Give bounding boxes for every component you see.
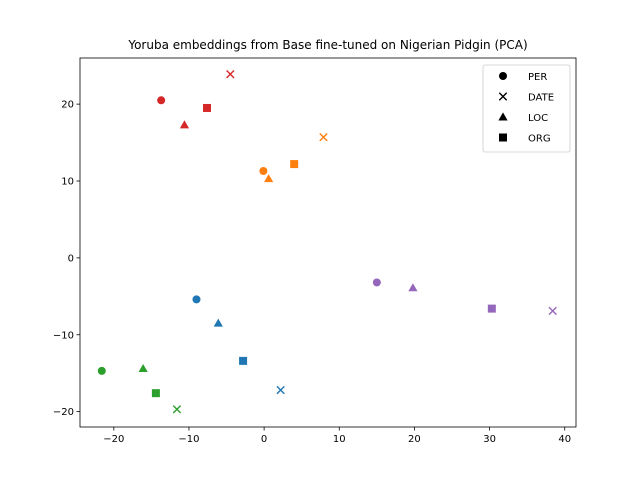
data-point-red-circle [157, 96, 166, 105]
legend-label: PER [528, 72, 547, 83]
data-point-purple-triangle [408, 283, 418, 292]
data-point-green-triangle [138, 363, 148, 373]
data-point-orange-triangle [264, 174, 274, 183]
data-point-orange-circle [259, 167, 268, 176]
y-tick-label: −20 [53, 407, 74, 418]
legend-marker-triangle [498, 112, 508, 121]
y-tick-label: 10 [61, 177, 74, 188]
legend-marker-circle [499, 72, 507, 80]
data-point-orange-square [290, 160, 299, 169]
data-point-blue-x [276, 385, 285, 395]
data-points [97, 69, 557, 414]
data-point-blue-triangle [213, 318, 223, 327]
legend-marker-square [499, 133, 507, 142]
x-tick-label: 30 [483, 434, 496, 445]
legend-label: LOC [528, 113, 548, 124]
plot-frame [79, 57, 577, 428]
data-point-green-x [172, 405, 182, 414]
y-tick-label: −10 [53, 330, 74, 341]
data-point-green-circle [97, 366, 106, 375]
legend-label: ORG [528, 134, 551, 145]
legend-marker-x [498, 92, 508, 101]
data-point-red-x [226, 69, 235, 79]
x-tick-label: 40 [558, 434, 571, 445]
y-tick-label: 20 [61, 100, 74, 111]
legend-label: DATE [528, 93, 554, 104]
y-tick-label: 0 [68, 253, 74, 264]
legend: PER DATE LOC ORG [482, 64, 571, 153]
chart-title: Yoruba embeddings from Base fine-tuned o… [127, 38, 527, 52]
data-point-orange-x [319, 132, 328, 142]
data-point-green-square [151, 389, 160, 398]
data-point-blue-square [239, 356, 248, 365]
data-point-red-square [203, 103, 212, 112]
data-point-purple-x [548, 306, 557, 316]
x-tick-label: 10 [333, 434, 346, 445]
x-tick-label: −20 [103, 434, 124, 445]
x-tick-label: −10 [178, 434, 199, 445]
axis-ticks: −20 −10 0 10 20 30 40 −20 −10 0 10 20 [53, 100, 571, 445]
data-point-purple-circle [372, 278, 381, 287]
x-tick-label: 20 [408, 434, 421, 445]
data-point-red-triangle [179, 120, 190, 129]
legend-box [482, 64, 571, 153]
data-point-blue-circle [192, 295, 201, 304]
data-point-purple-square [487, 304, 496, 313]
x-tick-label: 0 [261, 434, 267, 445]
